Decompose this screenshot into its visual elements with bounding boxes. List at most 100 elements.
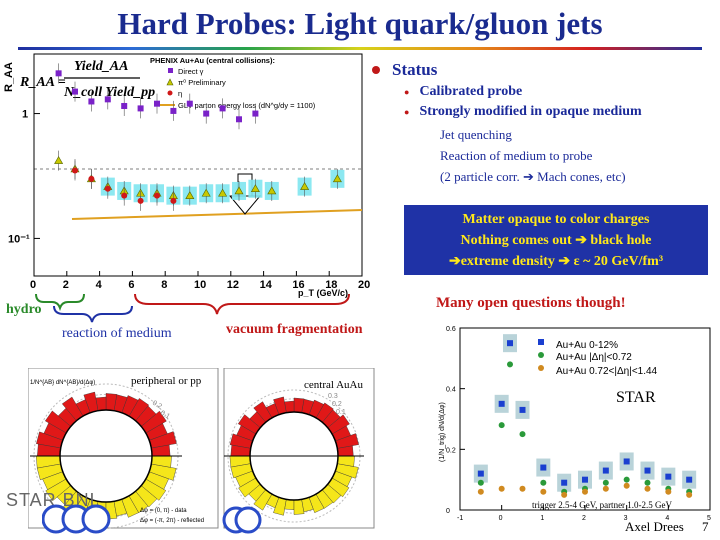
- vacuum-brace: [134, 293, 350, 315]
- raa-x-tick-label: 2: [63, 279, 69, 291]
- star-point-near: [602, 479, 609, 486]
- star-chart: (1/N_trig) dN/d(Δφ) -1 0 1 2 3 4 5 0.6 0.4 0.2 0 A…: [439, 326, 711, 522]
- star-ylabel: (1/N_trig) dN/d(Δφ): [439, 402, 446, 462]
- raa-point-direct-gamma: [170, 107, 177, 114]
- slide-title: Hard Probes: Light quark/gluon jets: [117, 6, 603, 41]
- legend-heading: PHENIX Au+Au (central collisions):: [150, 56, 275, 65]
- raa-point-eta: [121, 192, 128, 199]
- bullet-dot-icon: ●: [404, 87, 410, 97]
- raa-x-tick-label: 14: [260, 279, 273, 291]
- legend-marker-eta: [167, 90, 173, 96]
- star-point-near: [540, 479, 547, 486]
- star-points: [473, 334, 697, 498]
- logo-rings-icon: [42, 504, 111, 534]
- star-axes: -1 0 1 2 3 4 5 0.6 0.4 0.2 0: [446, 326, 711, 522]
- star-legend-1: Au+Au 0-12%: [556, 340, 618, 351]
- range-braces: [35, 293, 350, 323]
- status-bullet-icon: [372, 66, 380, 74]
- raa-point-pi0: [185, 191, 195, 199]
- status-bullet-1: ● Calibrated probe: [404, 84, 523, 99]
- raa-point-direct-gamma: [219, 105, 226, 112]
- raa-point-direct-gamma: [186, 100, 193, 107]
- star-point-0-12: [507, 340, 513, 347]
- raa-point-direct-gamma: [137, 105, 144, 112]
- raa-formula-den: N_coll Yield_pp: [63, 85, 155, 100]
- raa-chart: R_AA R_AA = Yield_AA N_coll Yield_pp PHE…: [3, 53, 370, 298]
- star-point-0-12: [582, 476, 588, 483]
- star-legend-2: Au+Au |Δη|<0.72: [556, 352, 632, 363]
- author: Axel Drees: [625, 519, 684, 534]
- polar-left-tick-1: 0.2: [151, 400, 163, 411]
- polar-right-tick-3: 0.1: [336, 409, 346, 416]
- polar-left-label: peripheral or pp: [131, 375, 202, 387]
- polar-right: [224, 389, 364, 523]
- legend-item-glv: GLV parton energy loss (dN^g/dy = 1100): [178, 101, 316, 110]
- raa-point-pi0: [300, 182, 310, 190]
- star-point-far: [686, 491, 693, 498]
- raa-y-tick-label: 1: [22, 109, 28, 121]
- raa-point-direct-gamma: [203, 110, 210, 117]
- legend-item-direct-gamma: Direct γ: [178, 67, 204, 76]
- star-y-tick-label: 0.4: [446, 387, 456, 394]
- star-point-far: [623, 482, 630, 489]
- raa-point-direct-gamma: [252, 110, 259, 117]
- star-point-far: [602, 485, 609, 492]
- matter-box: Matter opaque to color charges Nothing c…: [404, 205, 708, 275]
- star-point-far: [582, 488, 588, 495]
- raa-point-direct-gamma: [104, 96, 111, 103]
- reaction-brace: [53, 305, 133, 323]
- star-x-tick-label: -1: [457, 515, 463, 522]
- matter-line-1: Matter opaque to color charges: [462, 212, 650, 227]
- star-point-near: [644, 479, 651, 486]
- raa-x-tick-label: 16: [292, 279, 304, 291]
- raa-formula: R_AA = Yield_AA N_coll Yield_pp: [19, 59, 155, 100]
- raa-point-eta: [72, 167, 78, 174]
- star-y-tick-label: 0: [446, 508, 450, 515]
- hydro-brace: [35, 293, 85, 312]
- raa-point-pi0: [267, 186, 277, 195]
- raa-point-eta: [170, 197, 177, 204]
- title-underline: [18, 47, 702, 50]
- legend-marker-direct-gamma: [168, 68, 173, 73]
- raa-x-tick-label: 0: [30, 279, 36, 291]
- status-sub-1: Jet quenching: [440, 127, 512, 142]
- raa-x-tick-label: 8: [161, 279, 167, 291]
- polar-left: [30, 383, 182, 529]
- raa-y-tick-label: 10⁻¹: [8, 233, 30, 245]
- raa-point-eta: [88, 175, 95, 182]
- raa-plot-frame: [33, 53, 363, 277]
- raa-ylabel: R_AA: [3, 62, 15, 92]
- raa-point-direct-gamma: [154, 100, 160, 107]
- raa-x-tick-label: 4: [96, 279, 103, 291]
- raa-point-pi0: [234, 186, 244, 195]
- raa-point-pi0: [201, 188, 211, 197]
- star-point-near: [498, 422, 505, 429]
- raa-point-direct-gamma: [88, 98, 95, 105]
- star-x-tick-label: 5: [707, 515, 711, 522]
- star-point-0-12: [602, 467, 609, 474]
- glv-curve: [71, 209, 363, 220]
- star-point-0-12: [519, 406, 526, 413]
- polar-plots: 1/N^{AB} dN^{AB}/d(Δφ) peripheral or pp …: [28, 368, 375, 529]
- star-point-near: [477, 479, 484, 486]
- hydro-label: hydro: [6, 302, 42, 317]
- polar-ring-icon: [222, 506, 262, 534]
- star-point-0-12: [540, 464, 547, 471]
- raa-point-direct-gamma: [55, 70, 62, 77]
- raa-point-pi0: [54, 156, 64, 164]
- polar-legend-2: Δφ = (-π, 2π) - reflected: [140, 518, 204, 524]
- reaction-label: reaction of medium: [62, 326, 172, 341]
- star-x-tick-label: 1: [540, 515, 544, 522]
- raa-legend: PHENIX Au+Au (central collisions): Direc…: [150, 56, 316, 110]
- star-point-far: [665, 488, 672, 495]
- star-point-far: [561, 491, 568, 498]
- polar-right-label: central AuAu: [304, 379, 363, 391]
- status-sub-2: Reaction of medium to probe: [440, 148, 593, 163]
- star-point-near: [623, 476, 630, 483]
- raa-formula-lhs: R_AA =: [19, 75, 66, 90]
- status-heading: Status: [392, 60, 438, 79]
- star-y-tick-label: 0.6: [446, 326, 456, 333]
- polar-right-tick-1: 0.3: [328, 393, 338, 400]
- star-point-0-12: [561, 479, 568, 486]
- star-y-tick-label: 0.2: [446, 447, 456, 454]
